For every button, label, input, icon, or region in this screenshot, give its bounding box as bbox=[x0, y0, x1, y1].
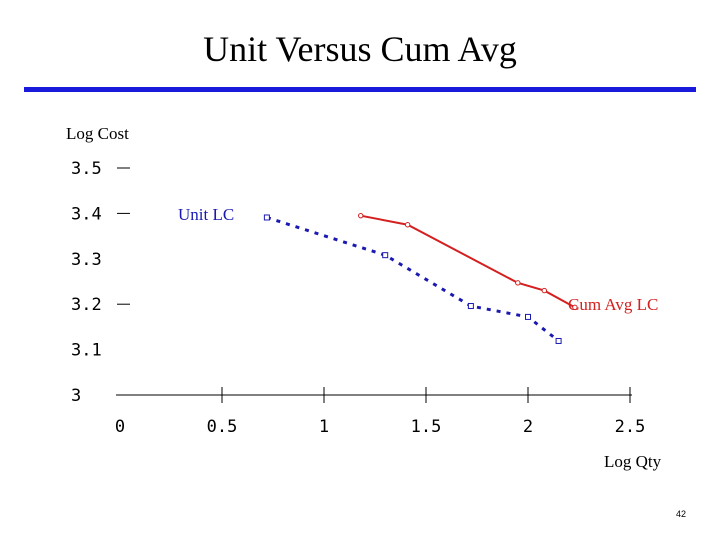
cum-avg-point bbox=[515, 280, 521, 286]
y-tick-label: 3.3 bbox=[71, 250, 102, 270]
x-tick-label: 0 bbox=[115, 417, 125, 437]
unit-point bbox=[467, 303, 474, 310]
series-label-cum-avg: Cum Avg LC bbox=[568, 295, 658, 314]
series-line-unit bbox=[266, 216, 560, 343]
x-tick-label: 1 bbox=[319, 417, 329, 437]
series-label-unit: Unit LC bbox=[178, 205, 234, 224]
x-tick-label: 2 bbox=[523, 417, 533, 437]
unit-point bbox=[382, 252, 389, 259]
cum-avg-point bbox=[404, 222, 411, 228]
y-tick-label: 3 bbox=[71, 386, 81, 406]
y-tick-label: 3.4 bbox=[71, 204, 102, 224]
title-divider bbox=[24, 87, 696, 92]
y-tick-label: 3.5 bbox=[71, 159, 102, 179]
unit-point bbox=[263, 214, 270, 221]
y-axis-label: Log Cost bbox=[66, 124, 129, 143]
x-tick-label: 0.5 bbox=[207, 417, 238, 437]
cum-avg-point bbox=[358, 212, 364, 219]
cum-avg-point bbox=[541, 287, 548, 294]
y-tick-label: 3.1 bbox=[71, 341, 102, 361]
x-axis-label: Log Qty bbox=[604, 452, 662, 471]
cum-avg-point bbox=[572, 304, 578, 311]
page-number: 42 bbox=[676, 509, 687, 519]
slide-title: Unit Versus Cum Avg bbox=[203, 29, 517, 69]
x-tick-label: 2.5 bbox=[615, 417, 646, 437]
series-line-cum-avg bbox=[360, 214, 576, 309]
y-tick-label: 3.2 bbox=[71, 295, 102, 315]
x-tick-label: 1.5 bbox=[411, 417, 442, 437]
unit-point bbox=[525, 313, 531, 320]
unit-point bbox=[555, 337, 562, 344]
